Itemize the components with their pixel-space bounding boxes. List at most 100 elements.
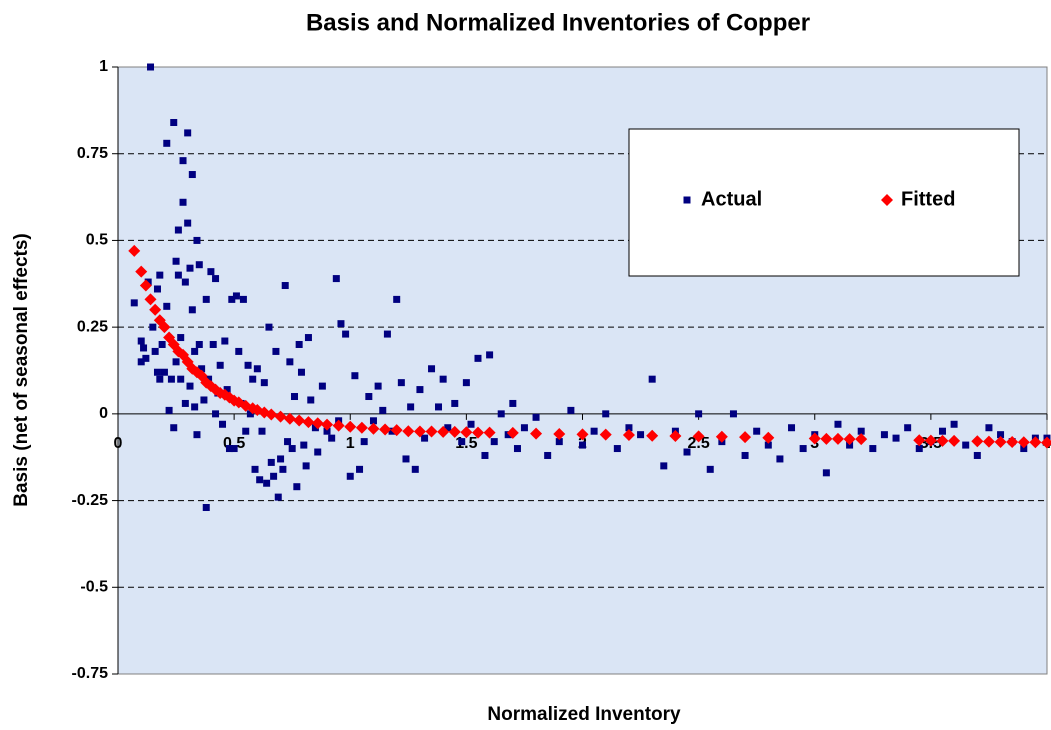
data-point <box>741 451 749 459</box>
data-point <box>483 426 496 439</box>
data-point <box>163 302 171 310</box>
y-tick-label: 0.25 <box>77 318 108 335</box>
data-point <box>144 293 157 306</box>
data-point <box>344 420 357 433</box>
data-point <box>1006 435 1019 448</box>
data-point <box>857 427 865 435</box>
data-point <box>188 171 196 179</box>
data-point <box>184 219 192 227</box>
data-point <box>762 431 775 444</box>
data-point <box>880 431 888 439</box>
data-point <box>230 445 238 453</box>
y-axis-label: Basis (net of seasonal effects) <box>11 233 32 506</box>
data-point <box>407 403 415 411</box>
data-point <box>216 361 224 369</box>
data-point <box>390 424 403 437</box>
data-point <box>260 379 268 387</box>
x-tick-label: 0 <box>114 435 123 452</box>
data-point <box>307 396 315 404</box>
data-point <box>481 451 489 459</box>
data-point <box>490 438 498 446</box>
data-point <box>513 445 521 453</box>
data-point <box>950 420 958 428</box>
data-point <box>193 431 201 439</box>
data-point <box>1017 436 1030 449</box>
data-point <box>448 425 461 438</box>
data-point <box>471 426 484 439</box>
data-point <box>177 375 185 383</box>
data-point <box>1029 436 1042 449</box>
data-point <box>130 299 138 307</box>
data-point <box>544 451 552 459</box>
data-point <box>281 282 289 290</box>
data-point <box>435 403 443 411</box>
data-point <box>962 441 970 449</box>
data-point <box>706 465 714 473</box>
data-point <box>402 425 415 438</box>
data-point <box>892 434 900 442</box>
data-point <box>924 434 937 447</box>
data-point <box>153 368 161 376</box>
data-point <box>474 354 482 362</box>
data-point <box>553 427 566 440</box>
data-point <box>646 429 659 442</box>
data-point <box>997 431 1005 439</box>
data-point <box>695 410 703 418</box>
data-point <box>153 285 161 293</box>
data-point <box>156 375 164 383</box>
data-point <box>869 445 877 453</box>
data-point <box>274 410 287 423</box>
data-point <box>416 386 424 394</box>
data-point <box>283 412 296 425</box>
data-point <box>207 268 215 276</box>
data-point <box>323 427 331 435</box>
chart-title: Basis and Normalized Inventories of Copp… <box>306 9 810 36</box>
data-point <box>267 458 275 466</box>
data-point <box>622 429 635 442</box>
data-point <box>151 347 159 355</box>
data-point <box>520 424 528 432</box>
data-point <box>567 406 575 414</box>
data-point <box>186 382 194 390</box>
data-point <box>379 406 387 414</box>
data-point <box>242 427 250 435</box>
data-point <box>172 358 180 366</box>
data-point <box>637 431 645 439</box>
data-point <box>753 427 761 435</box>
data-point <box>186 264 194 272</box>
data-point <box>147 63 155 71</box>
data-point <box>843 433 856 446</box>
data-point <box>318 382 326 390</box>
data-point <box>504 431 512 439</box>
data-point <box>915 445 923 453</box>
y-tick-label: 0.5 <box>86 232 108 249</box>
data-point <box>913 434 926 447</box>
data-point <box>462 379 470 387</box>
data-point <box>265 408 278 421</box>
data-point <box>160 368 168 376</box>
data-point <box>286 358 294 366</box>
data-point <box>165 406 173 414</box>
data-point <box>302 462 310 470</box>
data-point <box>332 275 340 283</box>
data-point <box>170 118 178 126</box>
data-point <box>458 438 466 446</box>
data-point <box>973 451 981 459</box>
data-point <box>413 425 426 438</box>
data-point <box>729 410 737 418</box>
data-point <box>311 417 324 430</box>
data-point <box>506 426 519 439</box>
data-point <box>293 414 306 427</box>
data-point <box>904 424 912 432</box>
data-point <box>383 330 391 338</box>
y-tick-label: 0.75 <box>77 145 108 162</box>
data-point <box>576 428 589 441</box>
data-point <box>1041 436 1051 449</box>
data-point <box>439 375 447 383</box>
data-point <box>1020 445 1028 453</box>
data-point <box>212 275 220 283</box>
data-point <box>497 410 505 418</box>
data-point <box>167 375 175 383</box>
data-point <box>202 504 210 512</box>
legend-marker <box>683 196 691 204</box>
